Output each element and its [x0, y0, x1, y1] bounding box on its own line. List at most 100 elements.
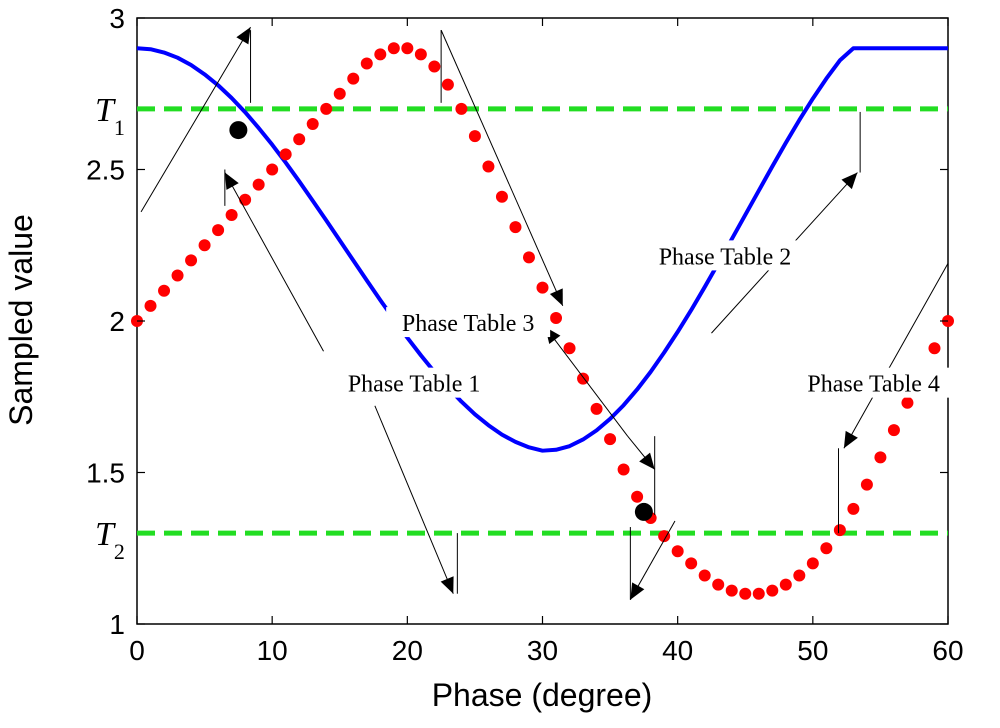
arrow-line — [140, 26, 251, 213]
series-dot — [833, 524, 846, 537]
series-dot — [793, 569, 806, 582]
annotation-label: Phase Table 2 — [659, 244, 792, 270]
series-dot — [522, 251, 535, 264]
series-dot — [387, 42, 400, 55]
series-dot — [306, 118, 319, 131]
series-dot — [874, 451, 887, 464]
series-dot — [901, 396, 914, 409]
series-dot — [658, 530, 671, 543]
annotation-labels: Phase Table 1 Phase Table 3 Phase Table 2 P… — [332, 240, 956, 398]
series-dot — [509, 221, 522, 234]
annotation-bg — [332, 367, 497, 398]
arrow-head — [236, 27, 251, 45]
series-group — [131, 42, 954, 600]
threshold-label: T2 — [95, 516, 125, 564]
series-dot — [414, 48, 427, 61]
series-dot — [928, 342, 941, 355]
series-line — [136, 46, 948, 453]
y-axis-title: Sampled value — [3, 214, 39, 426]
arrow-head — [639, 452, 655, 470]
arrow-line — [224, 172, 324, 352]
y-tick-label: 2 — [109, 306, 125, 337]
threshold-subscript: 2 — [114, 539, 125, 564]
series-dot — [495, 190, 508, 203]
threshold-lines: T1 T2 — [95, 92, 948, 564]
series-dot — [171, 269, 184, 282]
arrow-head — [549, 288, 563, 306]
arrow-line — [843, 263, 949, 449]
series-dot — [468, 130, 481, 143]
arrow-head — [224, 172, 239, 190]
x-tick-label: 20 — [392, 635, 423, 666]
series-dot — [806, 557, 819, 570]
series-dot — [698, 569, 711, 582]
intersection-marker — [634, 502, 653, 521]
intersection-marker — [229, 121, 248, 140]
series-dot — [158, 284, 171, 297]
series-dot — [820, 542, 833, 555]
x-axis-title: Phase (degree) — [432, 677, 653, 713]
series-dot — [550, 311, 563, 324]
series-dot — [617, 463, 630, 476]
annotation-bg — [386, 307, 551, 338]
series-dot — [725, 584, 738, 597]
series-dot — [225, 208, 238, 221]
series-dot — [604, 433, 617, 446]
arrow-head — [841, 172, 858, 190]
arrow-line — [374, 405, 454, 594]
arrow-head — [630, 582, 645, 600]
series-dot — [293, 133, 306, 146]
series-dot — [401, 42, 414, 55]
x-tick-label: 10 — [257, 635, 288, 666]
series-dot — [279, 148, 292, 161]
annotation-arrows — [140, 26, 949, 601]
series-dot — [239, 193, 252, 206]
series-dot — [347, 72, 360, 85]
arrow-line — [440, 29, 564, 307]
y-tick-label: 3 — [109, 3, 125, 34]
y-tick-label: 1 — [109, 609, 125, 640]
x-tick-label: 0 — [129, 635, 145, 666]
annotation-label: Phase Table 1 — [348, 372, 481, 398]
annotation-label: Phase Table 4 — [807, 372, 940, 398]
series-dot — [563, 342, 576, 355]
series-dot — [441, 78, 454, 91]
series-dot — [198, 239, 211, 252]
series-dot — [374, 48, 387, 61]
series-dot — [455, 102, 468, 115]
series-dot — [536, 281, 549, 294]
x-tick-label: 30 — [527, 635, 558, 666]
series-dot — [779, 578, 792, 591]
intersection-points — [229, 121, 653, 521]
threshold-label: T1 — [95, 92, 125, 140]
arrow-head — [440, 576, 454, 594]
y-tick-label: 1.5 — [86, 458, 125, 489]
series-dot — [320, 102, 333, 115]
series-dot — [333, 87, 346, 100]
series-dot — [266, 163, 279, 176]
series-dot — [887, 424, 900, 437]
x-tick-label: 40 — [662, 635, 693, 666]
arrow-line — [544, 326, 629, 437]
series-dot — [752, 587, 765, 600]
series-dot — [428, 60, 441, 73]
annotation-bg — [642, 240, 807, 271]
series-dot — [144, 299, 157, 312]
series-dot — [847, 502, 860, 515]
threshold-subscript: 1 — [114, 115, 125, 140]
series-dot — [360, 57, 373, 70]
series-dot — [631, 490, 644, 503]
annotation-bg — [791, 367, 956, 398]
series-dot — [739, 587, 752, 600]
annotation-label: Phase Table 3 — [402, 311, 535, 337]
arrow-head — [843, 430, 858, 449]
series-dot — [671, 545, 684, 558]
series-dot — [860, 478, 873, 491]
x-tick-label: 60 — [932, 635, 963, 666]
y-tick-label: 2.5 — [86, 155, 125, 186]
x-axis: 0 10 20 30 40 50 60 — [129, 18, 964, 666]
y-axis: 1 1.5 2 2.5 3 — [86, 3, 948, 640]
series-dot — [212, 224, 225, 237]
series-dot — [685, 557, 698, 570]
